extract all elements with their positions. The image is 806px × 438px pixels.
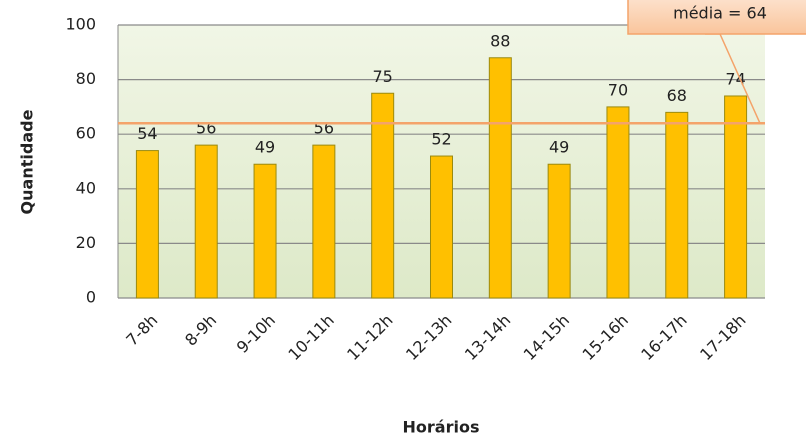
value-label: 49 (255, 138, 275, 157)
x-tick-label: 7-8h (122, 311, 161, 350)
value-label: 49 (549, 138, 569, 157)
value-label: 56 (196, 119, 216, 138)
value-label: 68 (667, 86, 687, 105)
x-tick-label: 15-16h (578, 311, 631, 364)
x-tick-label: 11-12h (343, 311, 396, 364)
bar (724, 95, 748, 299)
bar (253, 163, 277, 299)
bar (430, 155, 453, 299)
x-tick-label: 12-13h (402, 311, 455, 364)
x-tick-label: 17-18h (696, 311, 749, 364)
x-axis-label: Horários (403, 418, 480, 437)
x-tick-label: 16-17h (637, 311, 690, 364)
y-tick-label: 60 (76, 124, 96, 143)
value-label: 52 (431, 130, 451, 149)
bar (488, 57, 512, 299)
bar (312, 144, 336, 299)
bar (135, 150, 159, 299)
bar (194, 144, 218, 299)
value-label: 74 (725, 69, 745, 88)
bar (547, 163, 571, 299)
value-label: 88 (490, 31, 510, 50)
x-tick-label: 13-14h (461, 311, 514, 364)
bar (371, 92, 395, 299)
bar (665, 111, 689, 299)
value-label: 54 (137, 124, 157, 143)
bar (606, 106, 630, 299)
x-tick-label: 8-9h (181, 311, 220, 350)
x-tick-label: 14-15h (520, 311, 573, 364)
value-label: 70 (608, 80, 628, 99)
y-tick-label: 80 (76, 69, 96, 88)
y-tick-label: 100 (65, 15, 96, 34)
x-tick-label: 9-10h (233, 311, 279, 357)
callout-text: média = 64 (673, 4, 767, 23)
y-tick-label: 40 (76, 178, 96, 197)
y-axis-label: Quantidade (18, 109, 37, 214)
value-label: 56 (314, 119, 334, 138)
x-tick-label: 10-11h (284, 311, 337, 364)
y-tick-label: 0 (86, 288, 96, 307)
value-label: 75 (373, 67, 393, 86)
y-tick-label: 20 (76, 233, 96, 252)
callout-box (627, 0, 806, 35)
